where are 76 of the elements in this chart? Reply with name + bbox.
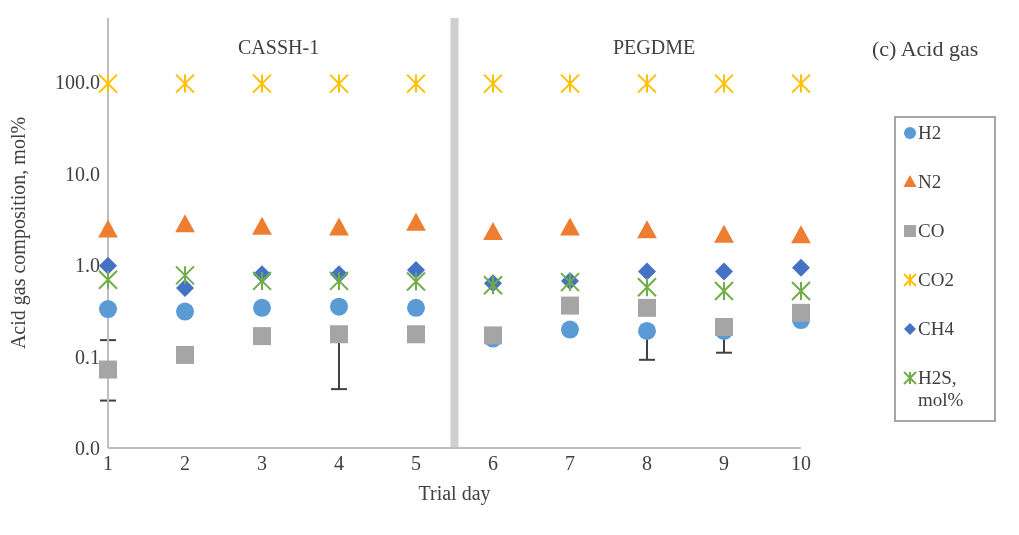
point	[714, 280, 734, 301]
x-tick-label: 4	[334, 452, 344, 475]
point	[638, 298, 656, 317]
point	[252, 270, 272, 291]
point	[637, 73, 657, 94]
point	[561, 320, 579, 339]
point	[99, 300, 117, 319]
point	[407, 261, 425, 280]
x-tick-label: 8	[642, 452, 652, 475]
point	[407, 325, 425, 344]
point	[98, 219, 118, 238]
legend-label: CO	[918, 220, 945, 242]
point	[638, 321, 656, 340]
x-tick-label: 3	[257, 452, 267, 475]
legend-label: CH4	[918, 318, 954, 340]
point	[560, 73, 580, 94]
point	[637, 220, 657, 239]
point	[561, 296, 579, 315]
y-tick-label: 0.0	[75, 437, 100, 460]
point	[252, 216, 272, 235]
point	[792, 303, 810, 322]
point	[791, 225, 811, 244]
point	[253, 298, 271, 317]
point	[175, 214, 195, 233]
x-tick-label: 5	[411, 452, 421, 475]
legend-label: H2S, mol%	[918, 367, 965, 411]
point	[330, 297, 348, 316]
x-tick-label: 7	[565, 452, 575, 475]
point	[791, 73, 811, 94]
point	[99, 360, 117, 379]
point	[176, 279, 194, 298]
y-tick-label: 0.1	[75, 345, 100, 368]
point	[252, 73, 272, 94]
legend-label: N2	[918, 171, 942, 193]
point	[176, 302, 194, 321]
x-tick-label: 10	[791, 452, 811, 475]
point	[638, 262, 656, 281]
x-tick-label: 6	[488, 452, 498, 475]
point	[329, 270, 349, 291]
x-tick-label: 9	[719, 452, 729, 475]
point	[406, 271, 426, 292]
legend-label: H2	[918, 122, 942, 144]
point	[483, 221, 503, 240]
point	[176, 345, 194, 364]
point	[792, 258, 810, 277]
point	[330, 325, 348, 344]
point	[714, 73, 734, 94]
point	[715, 318, 733, 336]
point	[99, 256, 117, 275]
y-tick-label: 1.0	[75, 254, 100, 277]
legend-label: CO2	[918, 269, 954, 291]
text: (c) Acid gas	[872, 36, 979, 62]
y-axis-title: Acid gas composition, mol%	[7, 116, 31, 350]
point	[329, 73, 349, 94]
point	[406, 212, 426, 231]
point	[407, 298, 425, 317]
point	[714, 224, 734, 243]
point	[560, 217, 580, 236]
point	[98, 73, 118, 94]
point	[483, 73, 503, 94]
point	[253, 327, 271, 346]
x-axis-title: Trial day	[418, 482, 491, 505]
point	[175, 73, 195, 94]
point	[98, 269, 118, 290]
y-tick-label: 10.0	[65, 162, 100, 185]
annotation: CASSH-1	[238, 36, 320, 59]
point	[715, 262, 733, 281]
point	[175, 265, 195, 286]
x-tick-label: 1	[103, 452, 113, 475]
point	[791, 280, 811, 301]
point	[329, 217, 349, 236]
annotation: PEGDME	[613, 36, 696, 59]
point	[406, 73, 426, 94]
point	[637, 277, 657, 298]
x-tick-label: 2	[180, 452, 190, 475]
y-tick-label: 100.0	[55, 71, 100, 94]
